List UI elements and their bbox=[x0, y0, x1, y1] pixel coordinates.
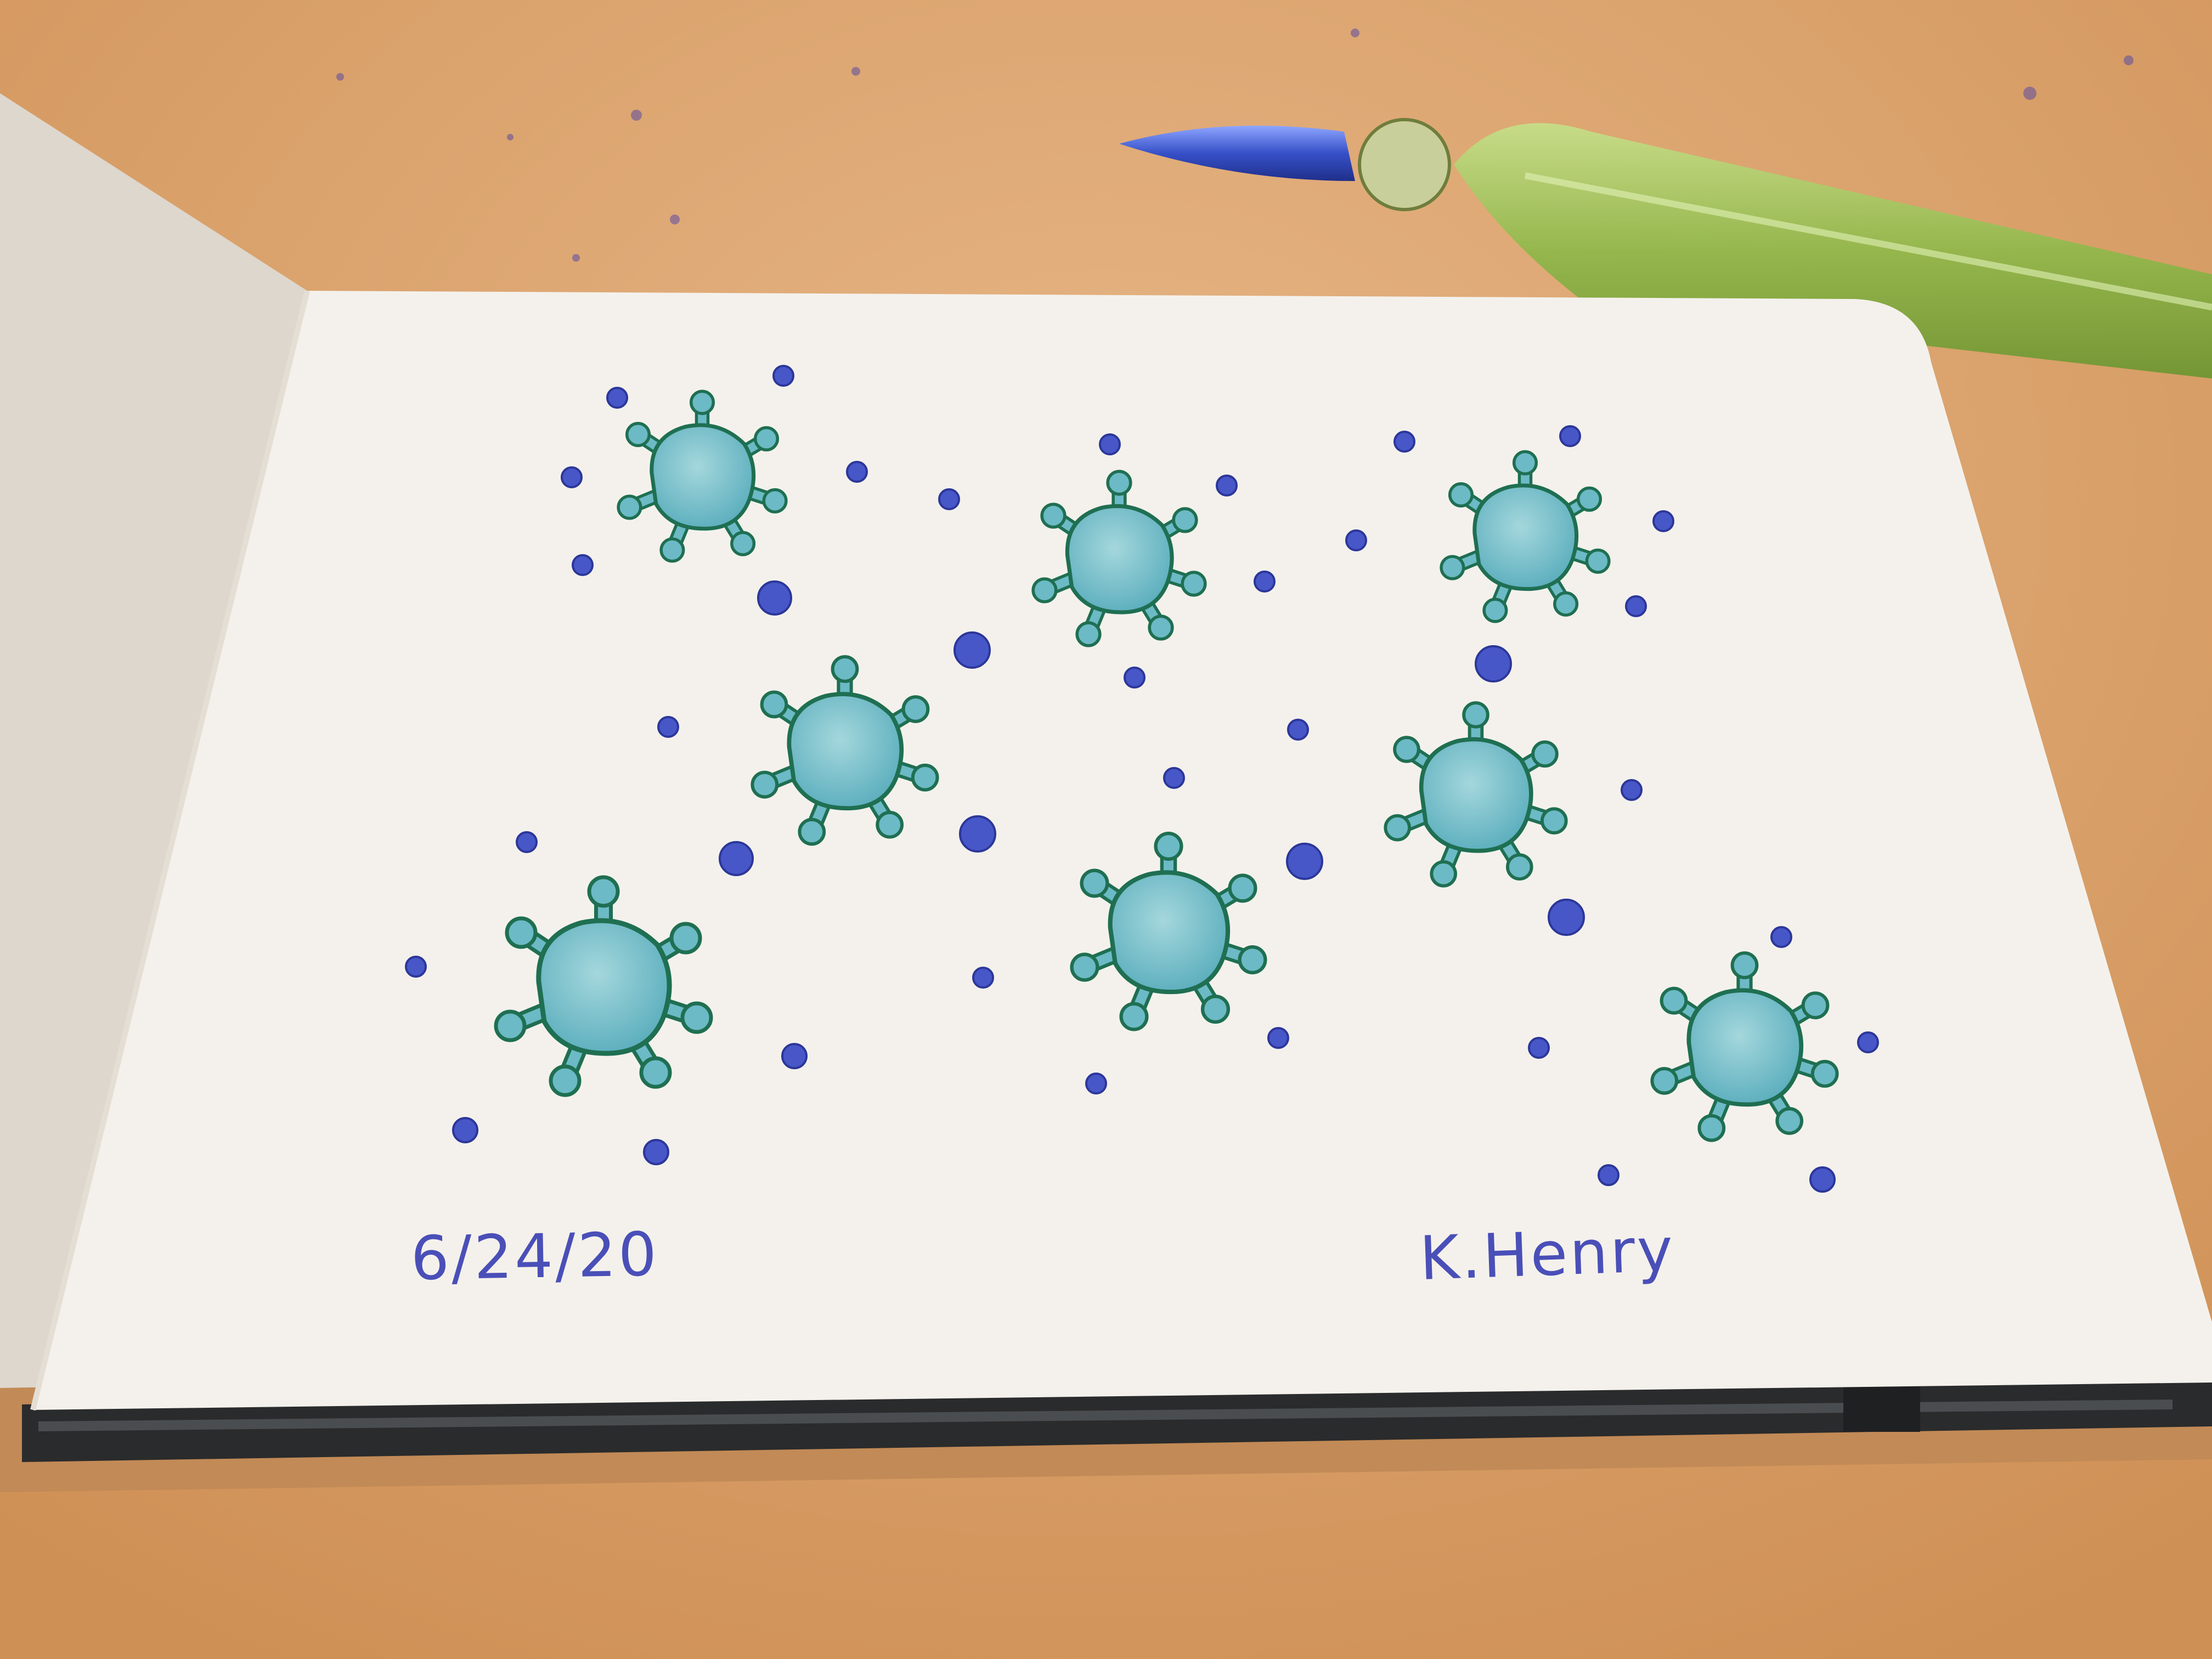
signature-caption: K.Henry bbox=[1418, 1214, 1677, 1294]
date-caption: 6/24/20 bbox=[410, 1219, 659, 1294]
sketchbook bbox=[0, 93, 2212, 1492]
glass-dip-pen bbox=[1119, 118, 2212, 379]
left-page bbox=[0, 93, 307, 1404]
ink-stains bbox=[336, 29, 2134, 262]
right-page bbox=[33, 291, 2212, 1410]
blue-dots bbox=[405, 365, 1879, 1193]
